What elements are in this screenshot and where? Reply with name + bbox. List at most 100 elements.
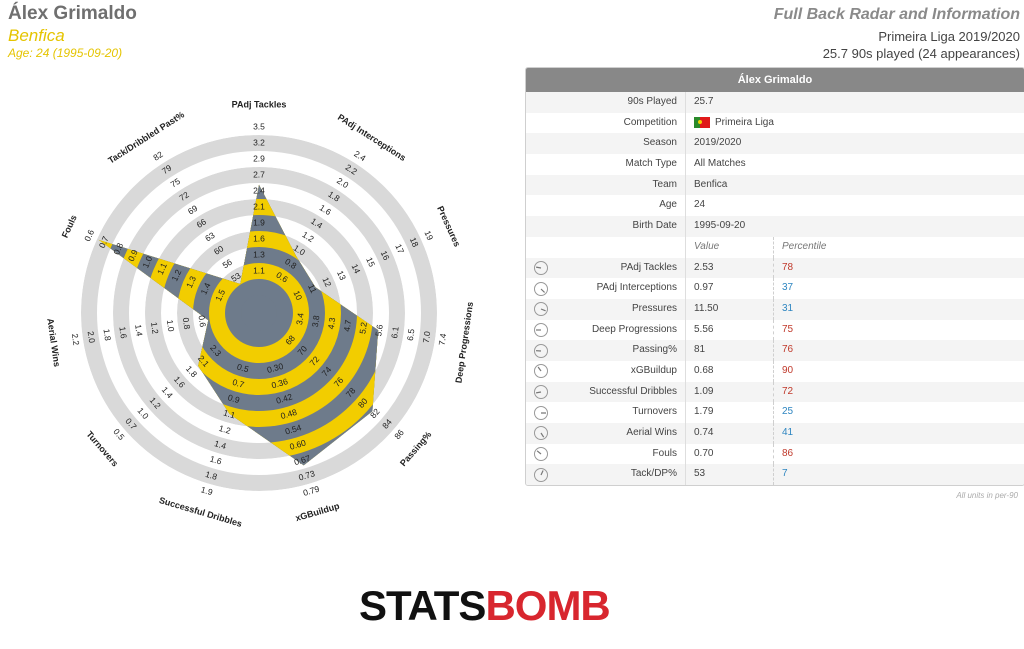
- stat-percentile: 37: [782, 282, 794, 294]
- row-icon-slot: [526, 133, 556, 154]
- row-value: 25.7: [694, 96, 714, 107]
- tick-label: 1.2: [149, 321, 161, 334]
- tick-label: 0.9: [126, 248, 140, 263]
- age-line: Age: 24 (1995-09-20): [8, 46, 123, 60]
- table-row: Tack/DP% 53 7: [526, 464, 1024, 486]
- row-label: Team: [556, 174, 686, 196]
- stat-value: 2.53: [686, 257, 774, 279]
- row-icon-slot: [526, 237, 556, 258]
- row-value: Benfica: [694, 178, 728, 190]
- tick-label: 0.54: [284, 422, 303, 436]
- tick-label: 3.2: [253, 137, 265, 147]
- row-value: Primeira Liga: [686, 113, 774, 134]
- tick-label: 1.2: [218, 423, 232, 436]
- value-column-header: Value: [686, 236, 774, 258]
- table-header: Álex Grimaldo: [526, 68, 1024, 92]
- row-label: Competition: [556, 112, 686, 134]
- tick-label: 7.0: [421, 330, 433, 343]
- table-row: PAdj Interceptions 0.97 37: [526, 278, 1024, 299]
- tick-label: 1.8: [102, 328, 114, 341]
- gauge-icon: [526, 361, 556, 382]
- row-value: 1995-09-20: [694, 220, 746, 232]
- stat-label: Deep Progressions: [556, 319, 686, 341]
- tick-label: 0.7: [231, 377, 245, 390]
- row-icon-slot: [526, 154, 556, 175]
- table-row: Birth Date 1995-09-20: [526, 216, 1024, 237]
- axis-label: Fouls: [60, 213, 79, 239]
- percentile-column-header: Percentile: [782, 240, 827, 252]
- table-row: PAdj Tackles 2.53 78: [526, 257, 1024, 279]
- tick-label: 1.1: [253, 265, 265, 275]
- gauge-icon: [526, 444, 556, 465]
- radar-ring: [113, 167, 405, 459]
- played-line: 25.7 90s played (24 appearances): [822, 46, 1020, 61]
- tick-label: 0.6: [82, 228, 96, 243]
- table-row: Match Type All Matches: [526, 154, 1024, 175]
- tick-label: 16: [379, 249, 392, 262]
- row-label: Birth Date: [556, 216, 686, 237]
- radar-ring: [81, 135, 437, 491]
- tick-label: 0.30: [266, 361, 285, 375]
- row-value: 2019/2020: [694, 137, 742, 149]
- tick-label: 10: [291, 289, 304, 302]
- row-label: Match Type: [556, 154, 686, 175]
- stat-value: 0.68: [686, 360, 774, 382]
- row-icon-slot: [526, 92, 556, 113]
- gauge-icon: [526, 299, 556, 320]
- tick-label: 0.9: [227, 392, 241, 405]
- tick-label: 1.4: [199, 281, 213, 296]
- stat-value: 1.79: [686, 402, 774, 423]
- stat-value: 5.56: [686, 319, 774, 341]
- info-table: Álex Grimaldo 90s Played 25.7 Competition P…: [525, 67, 1024, 487]
- row-icon-slot: [526, 195, 556, 216]
- tick-label: 4.7: [342, 319, 354, 332]
- tick-label: 11: [306, 282, 319, 294]
- tick-label: 14: [350, 262, 363, 275]
- tick-label: 0.48: [279, 407, 298, 421]
- tick-label: 5.2: [357, 321, 369, 334]
- tick-label: 1.1: [222, 408, 236, 421]
- stat-label: Pressures: [556, 298, 686, 320]
- tick-label: 3.4: [294, 312, 306, 325]
- stat-percentile: 86: [782, 447, 794, 459]
- axis-label: Aerial Wins: [45, 318, 62, 368]
- table-row: Passing% 81 76: [526, 340, 1024, 361]
- tick-label: 0.36: [270, 376, 289, 390]
- stat-percentile: 41: [782, 427, 794, 438]
- stat-label: PAdj Tackles: [556, 257, 686, 279]
- row-label: 90s Played: [556, 92, 686, 113]
- stat-value: 81: [686, 340, 774, 361]
- tick-label: 13: [335, 269, 348, 282]
- axis-label: Deep Progressions: [453, 301, 475, 384]
- tick-label: 0.7: [97, 234, 111, 249]
- stat-label: Turnovers: [556, 402, 686, 423]
- tick-label: 5.6: [373, 323, 385, 336]
- stat-percentile: 75: [782, 323, 794, 335]
- row-icon-slot: [526, 216, 556, 237]
- stat-value: 0.74: [686, 423, 774, 444]
- tick-label: 1.3: [184, 274, 198, 289]
- gauge-icon: [526, 340, 556, 361]
- axis-label: PAdj Tackles: [232, 99, 287, 109]
- tick-label: 1.9: [200, 484, 214, 497]
- portugal-flag-icon: [694, 116, 710, 128]
- tick-label: 1.4: [133, 324, 145, 337]
- table-body: 90s Played 25.7 Competition Primeira Liga Se…: [526, 92, 1024, 486]
- gauge-icon: [526, 382, 556, 403]
- stat-percentile: 7: [782, 468, 788, 480]
- tick-label: 1.9: [253, 217, 265, 227]
- gauge-icon: [526, 402, 556, 423]
- table-row: Value Percentile: [526, 236, 1024, 258]
- tick-label: 19: [422, 229, 435, 242]
- tick-label: 1.3: [253, 249, 265, 259]
- gauge-icon: [526, 278, 556, 299]
- tick-label: 12: [320, 276, 333, 289]
- table-row: Team Benfica: [526, 174, 1024, 196]
- tick-label: 0.8: [111, 241, 125, 256]
- team-name: Benfica: [8, 26, 65, 45]
- tick-label: 2.2: [70, 333, 82, 346]
- tick-label: 0.8: [181, 317, 193, 330]
- radar-chart: 1.1 1.3 1.6 1.9 2.1 2.4 2.7 2.9 3.2 3.5 PAdj Tackl…: [45, 99, 475, 529]
- row-icon-slot: [526, 113, 556, 134]
- tick-label: 1.6: [253, 233, 265, 243]
